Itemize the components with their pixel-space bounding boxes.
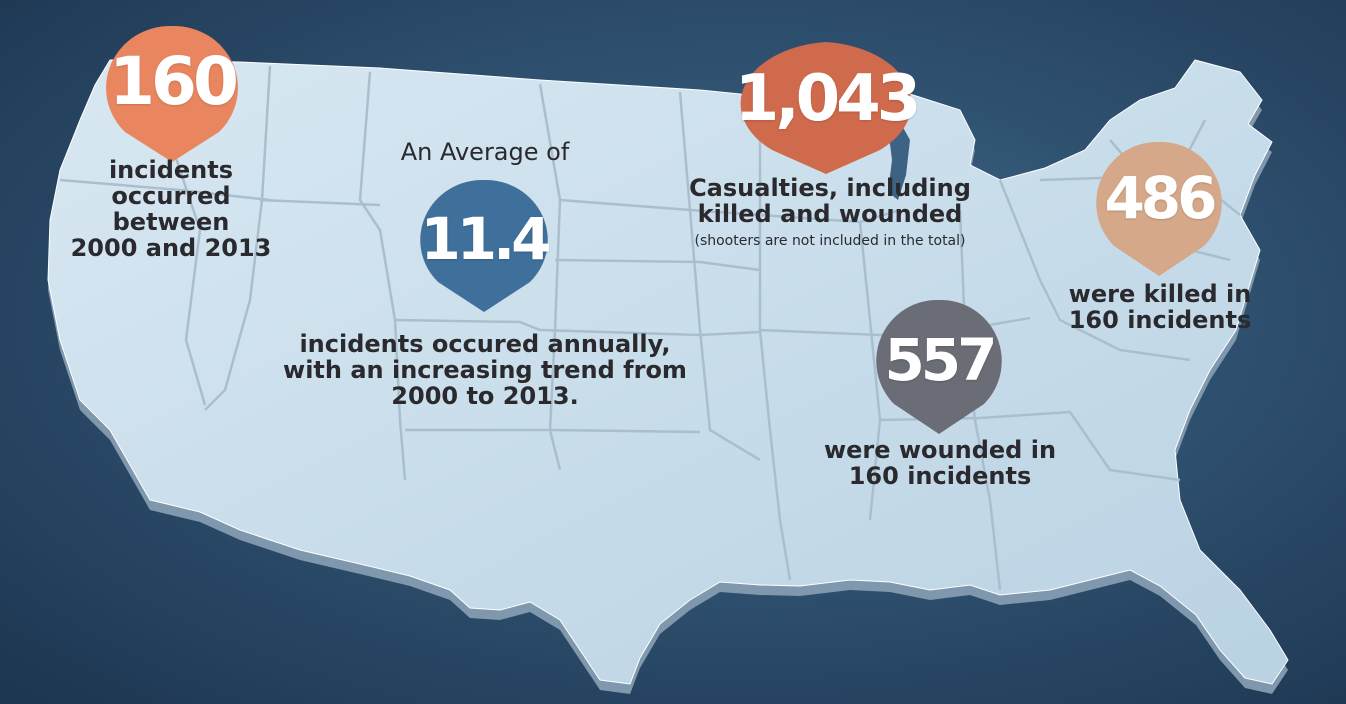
great-lakes bbox=[888, 122, 910, 200]
caption-line: Casualties, including bbox=[689, 174, 971, 202]
incidents-value: 160 bbox=[109, 43, 239, 120]
pin-shape bbox=[420, 179, 548, 312]
wounded-caption: were wounded in 160 incidents bbox=[800, 436, 1080, 490]
incidents-caption: incidents occurred between 2000 and 2013 bbox=[56, 156, 286, 262]
incidents-pin bbox=[106, 25, 238, 162]
pin-shape bbox=[876, 299, 1002, 434]
caption-line: with an increasing trend from bbox=[283, 355, 687, 384]
casualties-pin bbox=[740, 42, 912, 174]
killed-value: 486 bbox=[1104, 164, 1217, 232]
pin-shape bbox=[106, 25, 238, 162]
casualties-caption: Casualties, including killed and wounded… bbox=[650, 174, 1010, 249]
caption-line: were killed in bbox=[1068, 280, 1252, 308]
caption-line: 2000 and 2013 bbox=[70, 233, 272, 262]
average-value: 11.4 bbox=[420, 205, 551, 273]
average-caption: incidents occured annually, with an incr… bbox=[260, 330, 710, 410]
state-borders bbox=[59, 63, 1241, 591]
caption-line: killed and wounded bbox=[697, 199, 963, 228]
caption-line: were wounded in bbox=[823, 436, 1057, 464]
wounded-value: 557 bbox=[884, 326, 997, 394]
wounded-pin bbox=[876, 299, 1002, 434]
caption-line: 2000 to 2013. bbox=[391, 381, 579, 410]
average-heading: An Average of bbox=[400, 138, 570, 166]
caption-line: 160 incidents bbox=[848, 461, 1032, 490]
caption-line: between bbox=[112, 207, 230, 236]
caption-line: incidents bbox=[108, 156, 234, 184]
pin-shape bbox=[1096, 141, 1222, 276]
caption-line: occurred bbox=[111, 181, 231, 210]
caption-line: incidents occured annually, bbox=[299, 330, 671, 358]
casualties-value: 1,043 bbox=[734, 62, 921, 136]
map-land bbox=[47, 59, 1289, 685]
average-pin bbox=[420, 179, 548, 312]
casualties-note: (shooters are not included in the total) bbox=[694, 232, 966, 249]
caption-line: 160 incidents bbox=[1068, 305, 1252, 334]
pin-shape bbox=[740, 42, 912, 174]
killed-pin bbox=[1096, 141, 1222, 276]
killed-caption: were killed in 160 incidents bbox=[1040, 280, 1280, 334]
